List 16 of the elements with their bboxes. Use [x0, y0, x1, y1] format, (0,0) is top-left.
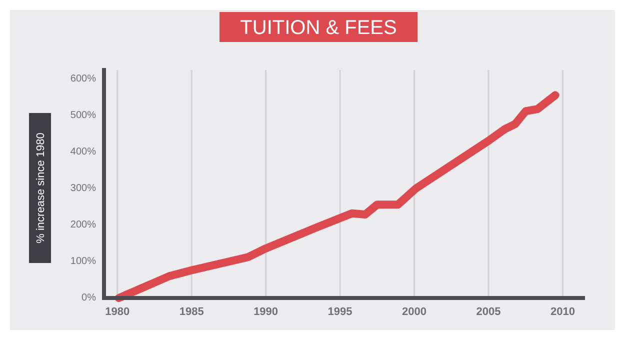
x-tick-label: 1985: [179, 306, 204, 318]
y-tick-label: 600%: [70, 74, 96, 85]
y-tick-label: 300%: [70, 183, 96, 194]
x-tick-label: 2005: [476, 306, 501, 318]
x-tick-label: 1990: [254, 306, 278, 318]
x-tick-label: 2000: [402, 306, 427, 318]
x-tick-label: 1980: [105, 306, 130, 318]
y-tick-label: 200%: [70, 220, 96, 231]
y-tick-label: 500%: [70, 110, 96, 122]
x-tick-label: 1995: [328, 306, 352, 318]
y-axis-title: % increase since 1980: [35, 132, 47, 244]
y-tick-label: 100%: [70, 256, 96, 268]
y-tick-label: 0%: [82, 292, 96, 304]
chart-title: TUITION & FEES: [240, 17, 397, 39]
y-tick-label: 400%: [70, 146, 96, 158]
x-tick-label: 2010: [550, 306, 575, 318]
